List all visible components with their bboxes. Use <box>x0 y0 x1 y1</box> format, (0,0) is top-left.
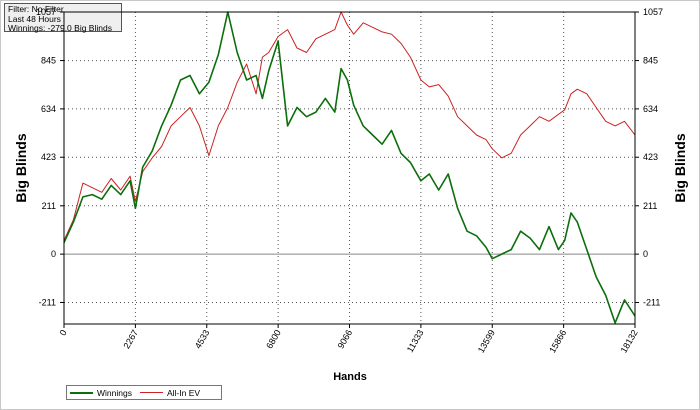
y-tick-label-left: 211 <box>42 201 56 211</box>
legend-label-all-in-ev: All-In EV <box>166 387 201 398</box>
legend: Winnings All-In EV <box>66 385 222 400</box>
x-tick-label: 4533 <box>193 328 212 350</box>
grid <box>64 12 635 324</box>
y-tick-label-right: 0 <box>643 249 648 259</box>
y-tick-label-right: 211 <box>643 201 657 211</box>
y-tick-label-left: 845 <box>41 56 56 66</box>
y-axis-label-left: Big Blinds <box>13 133 29 202</box>
series-lines <box>63 11 636 324</box>
y-tick-label-right: 634 <box>643 104 658 114</box>
series-line-winnings <box>63 11 636 324</box>
x-tick-label: 2267 <box>121 328 140 350</box>
x-tick-label: 9066 <box>336 328 355 350</box>
plot-area-border <box>63 11 636 325</box>
x-axis-label: Hands <box>333 371 367 383</box>
series-line-all-in-ev <box>63 11 636 241</box>
period-line: Last 48 Hours <box>8 13 61 24</box>
y-tick-label-right: 1057 <box>643 7 663 17</box>
x-tick-label: 11333 <box>405 328 426 354</box>
y-tick-label-left: 423 <box>41 152 56 162</box>
y-tick-label-right: -211 <box>643 297 660 307</box>
y-tick-label-left: -211 <box>39 297 56 307</box>
filter-line: Filter: No Filter <box>8 4 64 14</box>
legend-item-winnings[interactable]: Winnings <box>70 388 132 398</box>
y-axis-label-right: Big Blinds <box>672 133 688 202</box>
legend-item-all-in-ev[interactable]: All-In EV <box>139 387 201 398</box>
y-tick-label-left: 0 <box>51 249 56 259</box>
legend-label-winnings: Winnings <box>97 387 132 398</box>
winnings-line: Winnings: -279.0 Big Blinds <box>8 23 112 34</box>
y-tick-label-left: 1057 <box>36 7 56 17</box>
y-tick-label-left: 634 <box>41 104 56 114</box>
x-tick-label: 0 <box>58 328 69 337</box>
y-tick-label-right: 423 <box>643 152 658 162</box>
x-tick-label: 18132 <box>619 328 640 355</box>
y-tick-label-right: 845 <box>643 56 658 66</box>
x-tick-label: 6800 <box>264 328 283 350</box>
legend-swatch-winnings <box>70 391 93 394</box>
x-tick-label: 13599 <box>476 328 497 355</box>
x-tick-label: 15866 <box>547 328 568 355</box>
legend-swatch-all-in-ev <box>139 392 163 393</box>
filter-info-box: Filter: No Filter Last 48 Hours Winnings… <box>4 3 122 34</box>
